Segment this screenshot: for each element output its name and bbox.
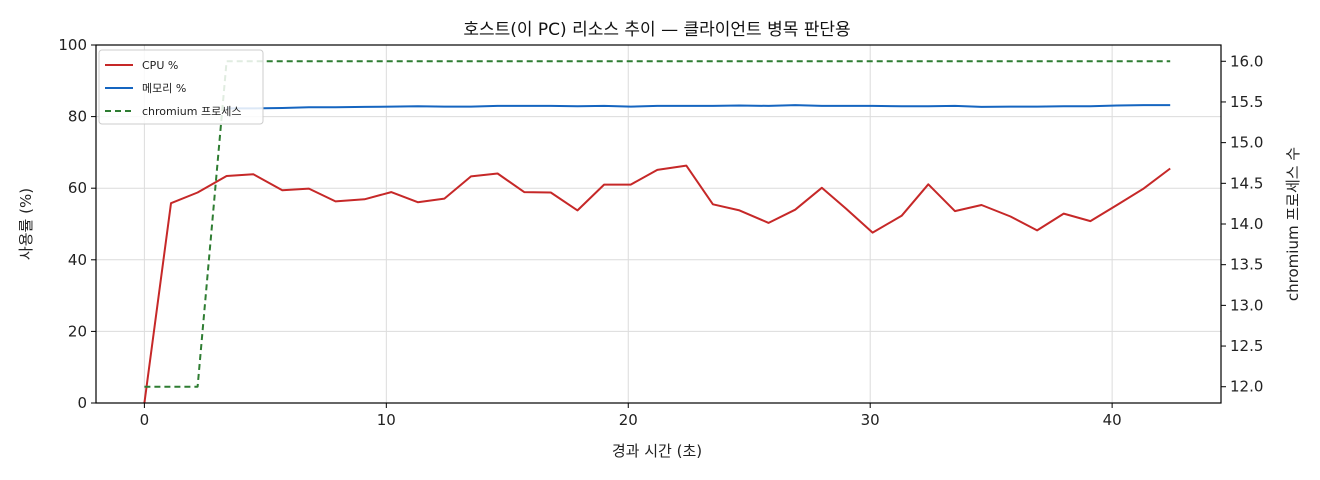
y-tick-label-right: 12.5: [1230, 337, 1263, 355]
legend-label-2: chromium 프로세스: [142, 105, 241, 118]
y-tick-label-right: 15.0: [1230, 134, 1263, 152]
x-tick-label: 20: [619, 411, 638, 429]
plot-frame: [95, 44, 1222, 404]
grid-lines: [96, 44, 1221, 404]
y-tick-label-left: 40: [68, 251, 87, 269]
y-tick-label-left: 100: [58, 36, 87, 54]
x-tick-label: 0: [140, 411, 150, 429]
x-tick-label: 40: [1103, 411, 1122, 429]
y-tick-label-right: 14.0: [1230, 215, 1263, 233]
y-axis-left: 0 20 40 60 80 100: [58, 36, 96, 412]
legend-label-0: CPU %: [142, 59, 178, 72]
y-tick-label-right: 16.0: [1230, 52, 1263, 70]
y-tick-label-left: 80: [68, 108, 87, 126]
series-line-0: [143, 164, 1171, 404]
x-tick-label: 30: [861, 411, 880, 429]
x-axis-title: 경과 시간 (초): [612, 442, 702, 460]
chart-title: 호스트(이 PC) 리소스 추이 — 클라이언트 병목 판단용: [463, 20, 850, 40]
y-tick-label-left: 0: [77, 394, 87, 412]
y-tick-label-right: 15.5: [1230, 93, 1263, 111]
y-tick-label-right: 13.0: [1230, 296, 1263, 314]
y-tick-label-right: 13.5: [1230, 256, 1263, 274]
legend: CPU % 메모리 % chromium 프로세스: [98, 49, 264, 125]
y-tick-label-right: 12.0: [1230, 378, 1263, 396]
y-tick-label-right: 14.5: [1230, 174, 1263, 192]
y-tick-label-left: 20: [68, 322, 87, 340]
series-layer: [143, 60, 1171, 404]
series-line-2: [144, 60, 1171, 388]
x-axis: 0 10 20 30 40: [140, 403, 1122, 429]
x-tick-label: 10: [377, 411, 396, 429]
y-axis-right-title: chromium 프로세스 수: [1284, 147, 1302, 301]
legend-box: [98, 49, 264, 125]
legend-label-1: 메모리 %: [142, 82, 186, 95]
y-axis-left-title: 사용률 (%): [17, 188, 35, 260]
y-tick-label-left: 60: [68, 179, 87, 197]
y-axis-right: 12.0 12.5 13.0 13.5 14.0 14.5 15.0 15.5 16.0: [1221, 52, 1263, 396]
series-line-1: [226, 104, 1171, 110]
